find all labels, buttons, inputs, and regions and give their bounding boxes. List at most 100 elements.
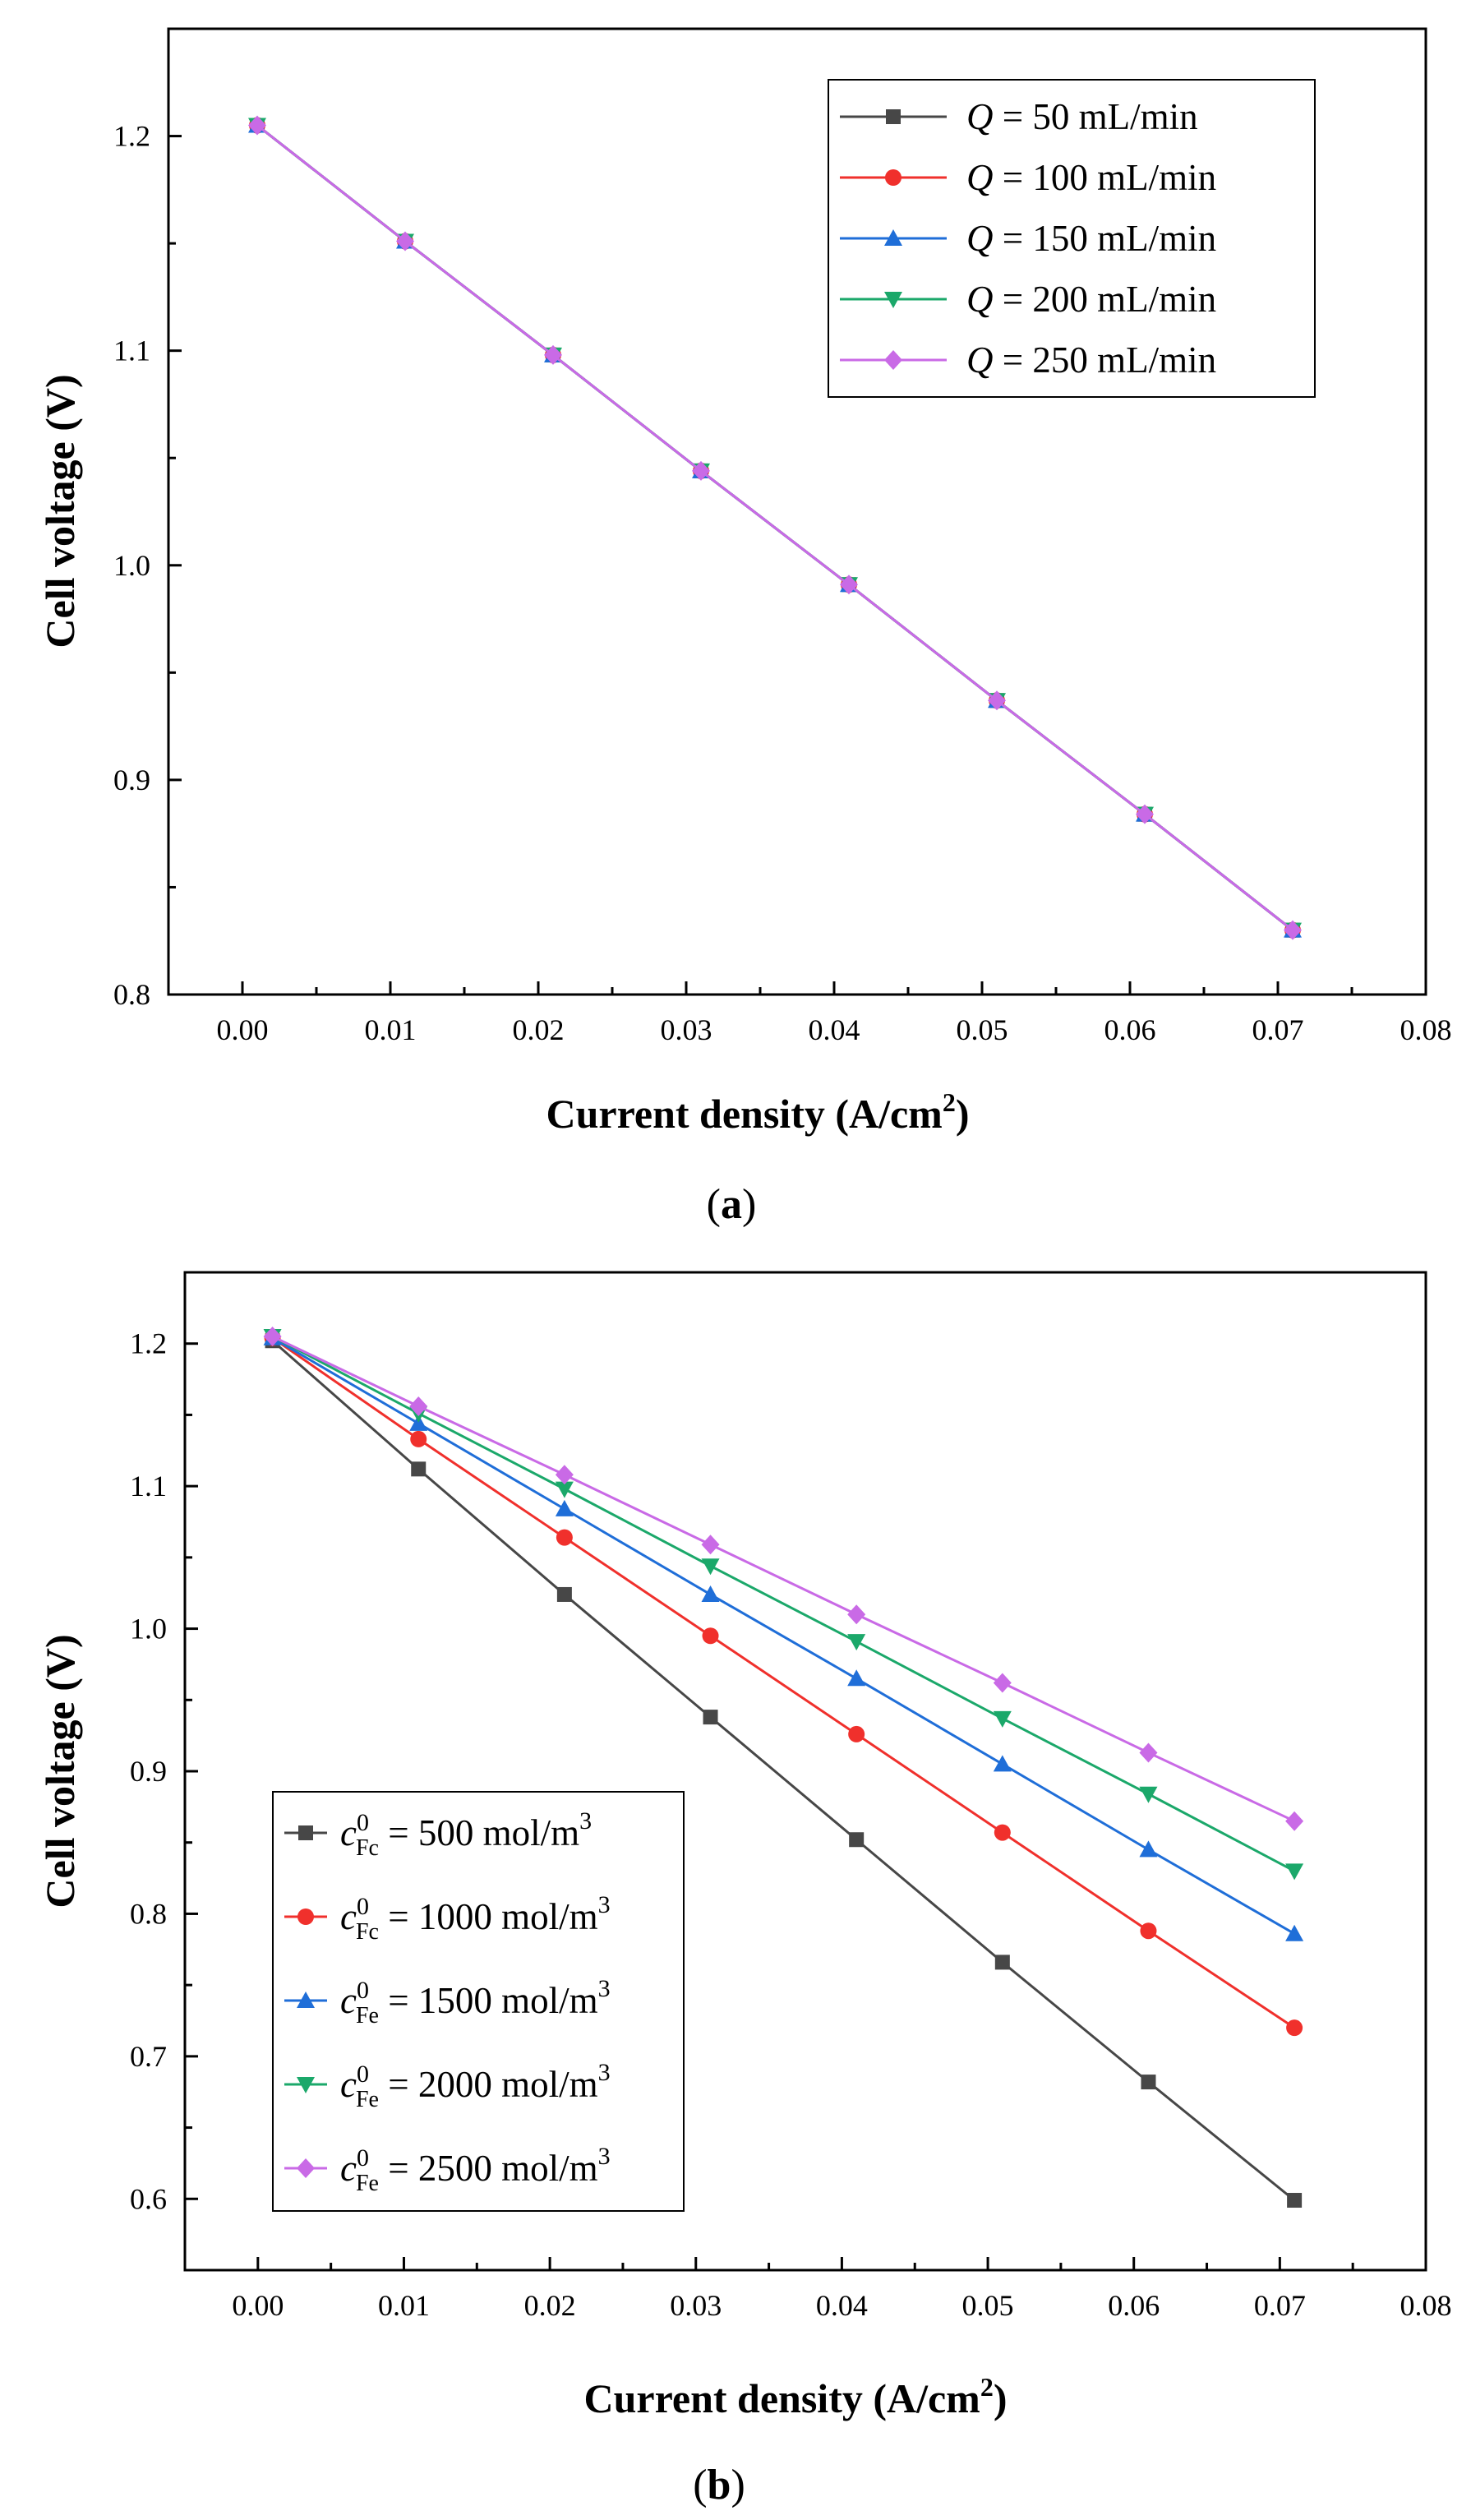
panel-b-legend-label: c0 Fe = 2000 mol/m3 <box>340 2059 611 2112</box>
panel-a-legend-marker <box>884 350 902 370</box>
panel-a-x-tick-label: 0.02 <box>513 1013 565 1046</box>
panel-b-data-point <box>409 1414 428 1431</box>
panel-b-x-tick-label: 0.06 <box>1108 2289 1160 2322</box>
panel-b-data-point <box>1287 2193 1303 2208</box>
panel-b-data-point <box>701 1535 720 1555</box>
panel-a-y-tick-label: 1.2 <box>113 120 150 153</box>
panel-b-series-line <box>271 1336 1295 1936</box>
panel-b-chart: 0.00 0.01 0.02 0.03 0.04 0.05 0.06 0.07 0.08 0.6 0… <box>37 1271 1452 2508</box>
panel-b-legend-item: c0 Fc = 1000 mol/m3 <box>284 1891 611 1945</box>
panel-b-series <box>263 1327 1304 2208</box>
panel-b-legend-label: c0 Fe = 1500 mol/m3 <box>340 1975 611 2028</box>
panel-a-legend-item: Q = 150 mL/min <box>840 218 1216 259</box>
panel-a-label: (a) <box>707 1181 757 1228</box>
panel-a-y-axis-title: Cell voltage (V) <box>37 374 83 648</box>
panel-b-series-line <box>271 1340 1296 2202</box>
panel-b-data-point <box>847 1604 866 1625</box>
panel-b-data-point <box>993 1755 1012 1772</box>
panel-b-data-point <box>555 1499 574 1516</box>
panel-b-legend-item: c0 Fe = 1500 mol/m3 <box>284 1975 611 2028</box>
panel-b-data-point <box>409 1396 428 1417</box>
panel-b-x-tick-label: 0.04 <box>816 2289 868 2322</box>
panel-a-series-5 <box>248 115 1302 940</box>
panel-b-x-tick-label: 0.01 <box>378 2289 430 2322</box>
panel-a-chart: 0.00 0.01 0.02 0.03 0.04 0.05 0.06 0.07 0.08 0.8 0… <box>37 27 1452 1228</box>
panel-b-y-tick-label: 1.1 <box>130 1470 167 1502</box>
panel-b-label: (b) <box>693 2462 745 2508</box>
panel-b-data-point <box>993 1673 1012 1693</box>
panel-b-legend-marker <box>297 1992 315 2008</box>
panel-b-y-tick-label: 1.2 <box>130 1327 167 1360</box>
panel-b-legend-marker <box>297 2077 315 2093</box>
panel-b-legend-label: c0 Fc = 500 mol/m3 <box>340 1807 592 1861</box>
panel-b-legend-box <box>272 1791 685 2212</box>
panel-a-x-tick-label: 0.06 <box>1104 1013 1156 1046</box>
panel-a-x-tick-label: 0.07 <box>1252 1013 1304 1046</box>
panel-b-y-tick-label: 0.7 <box>130 2040 167 2073</box>
panel-b-legend-item: c0 Fc = 500 mol/m3 <box>284 1807 592 1861</box>
panel-a-legend-item: Q = 50 mL/min <box>840 96 1198 137</box>
panel-b-ticks: 0.00 0.01 0.02 0.03 0.04 0.05 0.06 0.07 0.08 0.6 0… <box>130 1327 1452 2322</box>
panel-b-x-tick-label: 0.08 <box>1400 2289 1452 2322</box>
panel-b-series-line <box>271 1335 1295 1823</box>
panel-b-data-point <box>701 1585 720 1602</box>
panel-a-data-point <box>248 115 266 136</box>
panel-b-data-point <box>263 1327 282 1347</box>
panel-b-data-point <box>702 1627 719 1645</box>
panel-b-legend-item: c0 Fe = 2500 mol/m3 <box>284 2143 611 2196</box>
panel-b-x-tick-label: 0.07 <box>1254 2289 1306 2322</box>
panel-a-data-point <box>692 460 710 481</box>
panel-b-data-point <box>847 1634 866 1651</box>
panel-b-series-1 <box>265 1333 1303 2208</box>
panel-a-legend-label: Q = 200 mL/min <box>966 279 1216 320</box>
panel-a-x-tick-label: 0.03 <box>661 1013 712 1046</box>
panel-a-y-tick-label: 0.9 <box>113 764 150 796</box>
panel-a-series <box>248 115 1302 940</box>
panel-a-legend-marker <box>886 109 901 124</box>
panel-b-x-axis-title: Current density (A/cm2) <box>583 2372 1007 2421</box>
panel-b-data-point <box>1285 1811 1304 1831</box>
panel-a-legend-label: Q = 100 mL/min <box>966 157 1216 198</box>
panel-a-data-point <box>1284 920 1302 940</box>
panel-b-legend-marker <box>297 1908 314 1925</box>
panel-b-y-tick-label: 0.8 <box>130 1897 167 1930</box>
panel-b-data-point <box>556 1529 573 1546</box>
panel-b-data-point <box>410 1430 427 1447</box>
panel-b-series-3 <box>263 1328 1304 1941</box>
panel-b-series-line <box>271 1335 1295 1872</box>
panel-b-data-point <box>411 1461 427 1477</box>
panel-a-legend-label: Q = 150 mL/min <box>966 218 1216 259</box>
panel-a-x-tick-label: 0.00 <box>217 1013 269 1046</box>
panel-a-x-tick-label: 0.08 <box>1400 1013 1452 1046</box>
panel-b-legend-marker <box>298 1825 313 1840</box>
panel-b-x-tick-label: 0.05 <box>962 2289 1014 2322</box>
panel-a-legend-item: Q = 200 mL/min <box>840 279 1216 320</box>
panel-b-series-line <box>271 1336 1295 2029</box>
panel-a-y-tick-label: 0.8 <box>113 978 150 1011</box>
panel-a-y-tick-label: 1.1 <box>113 335 150 367</box>
panel-a-x-tick-label: 0.05 <box>957 1013 1008 1046</box>
panel-b-y-tick-label: 0.6 <box>130 2182 167 2215</box>
panel-b-data-point <box>1285 1924 1304 1941</box>
panel-a-legend-item: Q = 250 mL/min <box>840 339 1216 381</box>
panel-b-y-axis-title: Cell voltage (V) <box>37 1634 83 1908</box>
panel-a-data-point <box>840 575 858 595</box>
panel-a-series-line <box>256 124 1293 931</box>
panel-a-x-tick-label: 0.01 <box>365 1013 417 1046</box>
panel-b-x-tick-label: 0.02 <box>524 2289 576 2322</box>
panel-b-x-tick-label: 0.00 <box>232 2289 284 2322</box>
panel-b-data-point <box>1141 2075 1156 2090</box>
panel-a-y-tick-label: 1.0 <box>113 549 150 582</box>
panel-a-legend-marker <box>885 169 902 186</box>
panel-b-data-point <box>1139 1786 1158 1803</box>
panel-a-x-axis-title: Current density (A/cm2) <box>546 1087 969 1137</box>
panel-b-data-point <box>994 1824 1011 1841</box>
panel-b-legend-label: c0 Fe = 2500 mol/m3 <box>340 2143 611 2196</box>
panel-b-data-point <box>849 1832 865 1848</box>
panel-a-legend-label: Q = 250 mL/min <box>966 339 1216 381</box>
panel-a-plot-frame <box>167 27 1427 996</box>
panel-b-data-point <box>847 1669 866 1687</box>
panel-b-data-point <box>993 1710 1012 1728</box>
panel-a-ticks: 0.00 0.01 0.02 0.03 0.04 0.05 0.06 0.07 0.08 0.8 0… <box>113 120 1452 1046</box>
panel-b-legend-item: c0 Fe = 2000 mol/m3 <box>284 2059 611 2112</box>
